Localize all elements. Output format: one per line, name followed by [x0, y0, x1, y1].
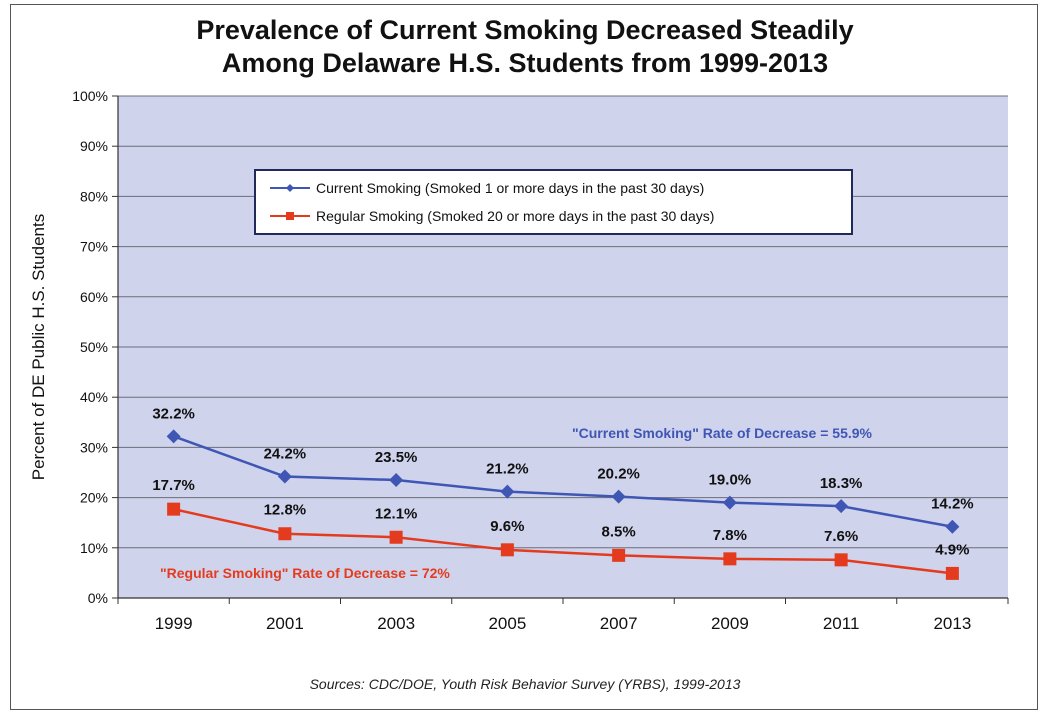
- data-point-current: [834, 499, 849, 514]
- data-label: 18.3%: [820, 475, 863, 492]
- y-tick-label: 60%: [80, 289, 108, 305]
- series-line-current: [173, 435, 953, 528]
- series-line-regular: [173, 507, 953, 575]
- legend-entry-current: Current Smoking (Smoked 1 or more days i…: [316, 180, 704, 196]
- legend-marker-regular: [286, 212, 294, 220]
- y-tick-label: 20%: [80, 490, 108, 506]
- x-tick-label: 2001: [266, 614, 304, 633]
- x-tick-label: 2009: [711, 614, 749, 633]
- data-label: 20.2%: [597, 466, 640, 483]
- data-point-regular: [834, 553, 848, 567]
- data-point-current: [611, 489, 626, 504]
- legend: Current Smoking (Smoked 1 or more days i…: [254, 169, 853, 235]
- data-label: 7.8%: [713, 527, 747, 544]
- source-note: Sources: CDC/DOE, Youth Risk Behavior Su…: [309, 676, 741, 692]
- x-tick-label: 2005: [488, 614, 526, 633]
- y-tick-label: 30%: [80, 439, 108, 455]
- y-tick-label: 40%: [80, 389, 108, 405]
- x-tick-label: 2003: [377, 614, 415, 633]
- data-point-regular: [278, 527, 292, 541]
- data-label: 14.2%: [931, 496, 974, 513]
- data-label: 8.5%: [602, 523, 636, 540]
- data-label: 23.5%: [375, 449, 418, 466]
- data-point-regular: [500, 543, 514, 557]
- data-point-current: [500, 484, 515, 499]
- y-tick-label: 10%: [80, 540, 108, 556]
- y-tick-label: 70%: [80, 239, 108, 255]
- data-point-current: [389, 473, 404, 488]
- data-label: 32.2%: [152, 405, 195, 422]
- y-axis-label: Percent of DE Public H.S. Students: [29, 214, 48, 480]
- x-tick-label: 1999: [155, 614, 193, 633]
- data-point-current: [945, 519, 960, 534]
- y-tick-label: 90%: [80, 138, 108, 154]
- x-tick-label: 2007: [600, 614, 638, 633]
- chart-title-line-1: Prevalence of Current Smoking Decreased …: [196, 15, 854, 45]
- data-label: 19.0%: [709, 472, 752, 489]
- data-label: 24.2%: [264, 446, 307, 463]
- x-tick-label: 2011: [823, 614, 860, 633]
- data-label: 9.6%: [490, 518, 524, 535]
- data-label: 12.8%: [264, 502, 307, 519]
- y-tick-label: 80%: [80, 188, 108, 204]
- data-point-regular: [945, 566, 959, 580]
- chart-title-line-2: Among Delaware H.S. Students from 1999-2…: [221, 48, 829, 78]
- legend-marker-current: [286, 184, 294, 192]
- y-tick-label: 100%: [72, 88, 108, 104]
- chart-title: Prevalence of Current Smoking Decreased …: [0, 14, 1050, 80]
- data-point-regular: [723, 552, 737, 566]
- data-label: 7.6%: [824, 528, 858, 545]
- annotation-regular-rate: "Regular Smoking" Rate of Decrease = 72%: [160, 565, 450, 581]
- data-label: 4.9%: [935, 541, 969, 558]
- y-tick-label: 0%: [88, 590, 108, 606]
- data-label: 12.1%: [375, 505, 418, 522]
- data-point-regular: [167, 502, 181, 516]
- data-point-current: [722, 495, 737, 510]
- data-point-current: [277, 469, 292, 484]
- x-tick-label: 2013: [933, 614, 971, 633]
- data-point-regular: [389, 530, 403, 544]
- legend-entry-regular: Regular Smoking (Smoked 20 or more days …: [316, 208, 714, 224]
- y-tick-label: 50%: [80, 339, 108, 355]
- data-label: 17.7%: [152, 477, 195, 494]
- annotation-current-rate: "Current Smoking" Rate of Decrease = 55.…: [572, 425, 873, 441]
- data-label: 21.2%: [486, 461, 529, 478]
- data-point-regular: [612, 548, 626, 562]
- data-point-current: [166, 429, 181, 444]
